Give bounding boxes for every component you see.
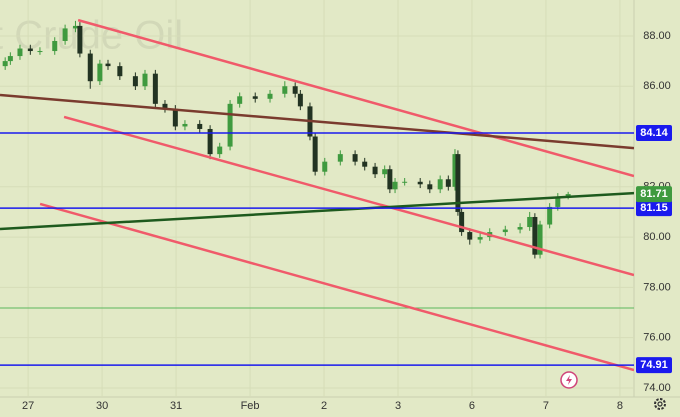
candle-body	[252, 96, 258, 99]
candle-body	[445, 179, 451, 187]
candle-body	[117, 66, 123, 77]
candle-body	[7, 56, 13, 62]
candle-body	[517, 227, 523, 230]
candle-body	[37, 51, 43, 53]
candle-body	[382, 169, 388, 175]
candle-body	[292, 86, 298, 94]
price-label: 81.71	[640, 188, 668, 200]
candle-body	[452, 154, 458, 187]
candle-body	[2, 61, 8, 67]
candle-body	[162, 103, 168, 109]
x-tick-label: 3	[395, 400, 401, 412]
y-tick-label: 88.00	[643, 30, 671, 42]
candle-body	[565, 194, 571, 197]
price-label-box	[636, 357, 672, 374]
y-tick-label: 80.00	[643, 231, 671, 243]
candle-body	[297, 93, 303, 107]
candle-body	[532, 216, 538, 255]
candle-body	[152, 73, 158, 104]
candle-body	[337, 154, 343, 162]
candle-body	[77, 25, 83, 54]
candle-body	[97, 63, 103, 82]
x-tick-label: 27	[22, 400, 34, 412]
candle-body	[282, 86, 288, 94]
candle-body	[105, 63, 111, 67]
trend-line	[77, 18, 634, 178]
candle-body	[427, 184, 433, 190]
candle-body	[207, 128, 213, 155]
candle-body	[27, 48, 33, 52]
trend-line	[0, 93, 634, 150]
candle-body	[387, 169, 393, 190]
candle-body	[467, 232, 473, 240]
candle-body	[172, 108, 178, 127]
candle-body	[322, 161, 328, 172]
lightning-icon[interactable]	[560, 371, 578, 389]
trend-line	[0, 191, 634, 231]
candle-body	[87, 53, 93, 82]
candle-body	[537, 224, 543, 255]
candle-body	[17, 48, 23, 57]
price-label-box	[636, 125, 672, 142]
x-tick-label: 31	[170, 400, 182, 412]
candle-body	[197, 123, 203, 129]
candle-body	[312, 136, 318, 172]
candle-body	[402, 181, 408, 183]
candle-body	[227, 103, 233, 147]
candle-body	[142, 73, 148, 87]
candle-body	[352, 154, 358, 162]
candle-body	[72, 25, 78, 29]
x-tick-label: Feb	[241, 400, 260, 412]
candle-body	[267, 93, 273, 99]
x-tick-label: 8	[617, 400, 623, 412]
price-label: 84.14	[640, 127, 668, 139]
trend-line	[39, 202, 634, 372]
price-label-box	[636, 186, 672, 203]
axes: 74.0076.0078.0080.0082.0086.0088.0027303…	[22, 30, 672, 412]
candle-body	[237, 96, 243, 104]
candle-body	[132, 76, 138, 87]
candle-body	[372, 166, 378, 175]
y-tick-label: 74.00	[643, 382, 671, 394]
x-tick-label: 6	[469, 400, 475, 412]
candle-body	[392, 181, 398, 190]
y-tick-label: 86.00	[643, 80, 671, 92]
candle-body	[502, 229, 508, 233]
x-tick-label: 7	[543, 400, 549, 412]
x-tick-label: 2	[321, 400, 327, 412]
candle-body	[182, 123, 188, 127]
candle-body	[62, 28, 68, 41]
candle-body	[437, 179, 443, 190]
y-tick-label: 78.00	[643, 281, 671, 293]
price-label: 74.91	[640, 359, 668, 371]
candle-body	[547, 206, 553, 225]
candle-body	[417, 181, 423, 185]
settings-icon[interactable]	[654, 398, 666, 410]
price-label-box	[636, 200, 672, 217]
price-label: 81.15	[640, 202, 668, 214]
plot-area	[0, 0, 634, 397]
x-tick-label: 30	[96, 400, 108, 412]
candle-body	[527, 216, 533, 228]
candle-body	[217, 146, 223, 155]
trend-line	[63, 115, 634, 277]
y-tick-label: 76.00	[643, 332, 671, 344]
candle-body	[555, 196, 561, 207]
candle-body	[362, 161, 368, 167]
candle-body	[477, 237, 483, 240]
candle-body	[459, 211, 465, 233]
candle-body	[455, 154, 461, 212]
candle-body	[52, 40, 58, 52]
